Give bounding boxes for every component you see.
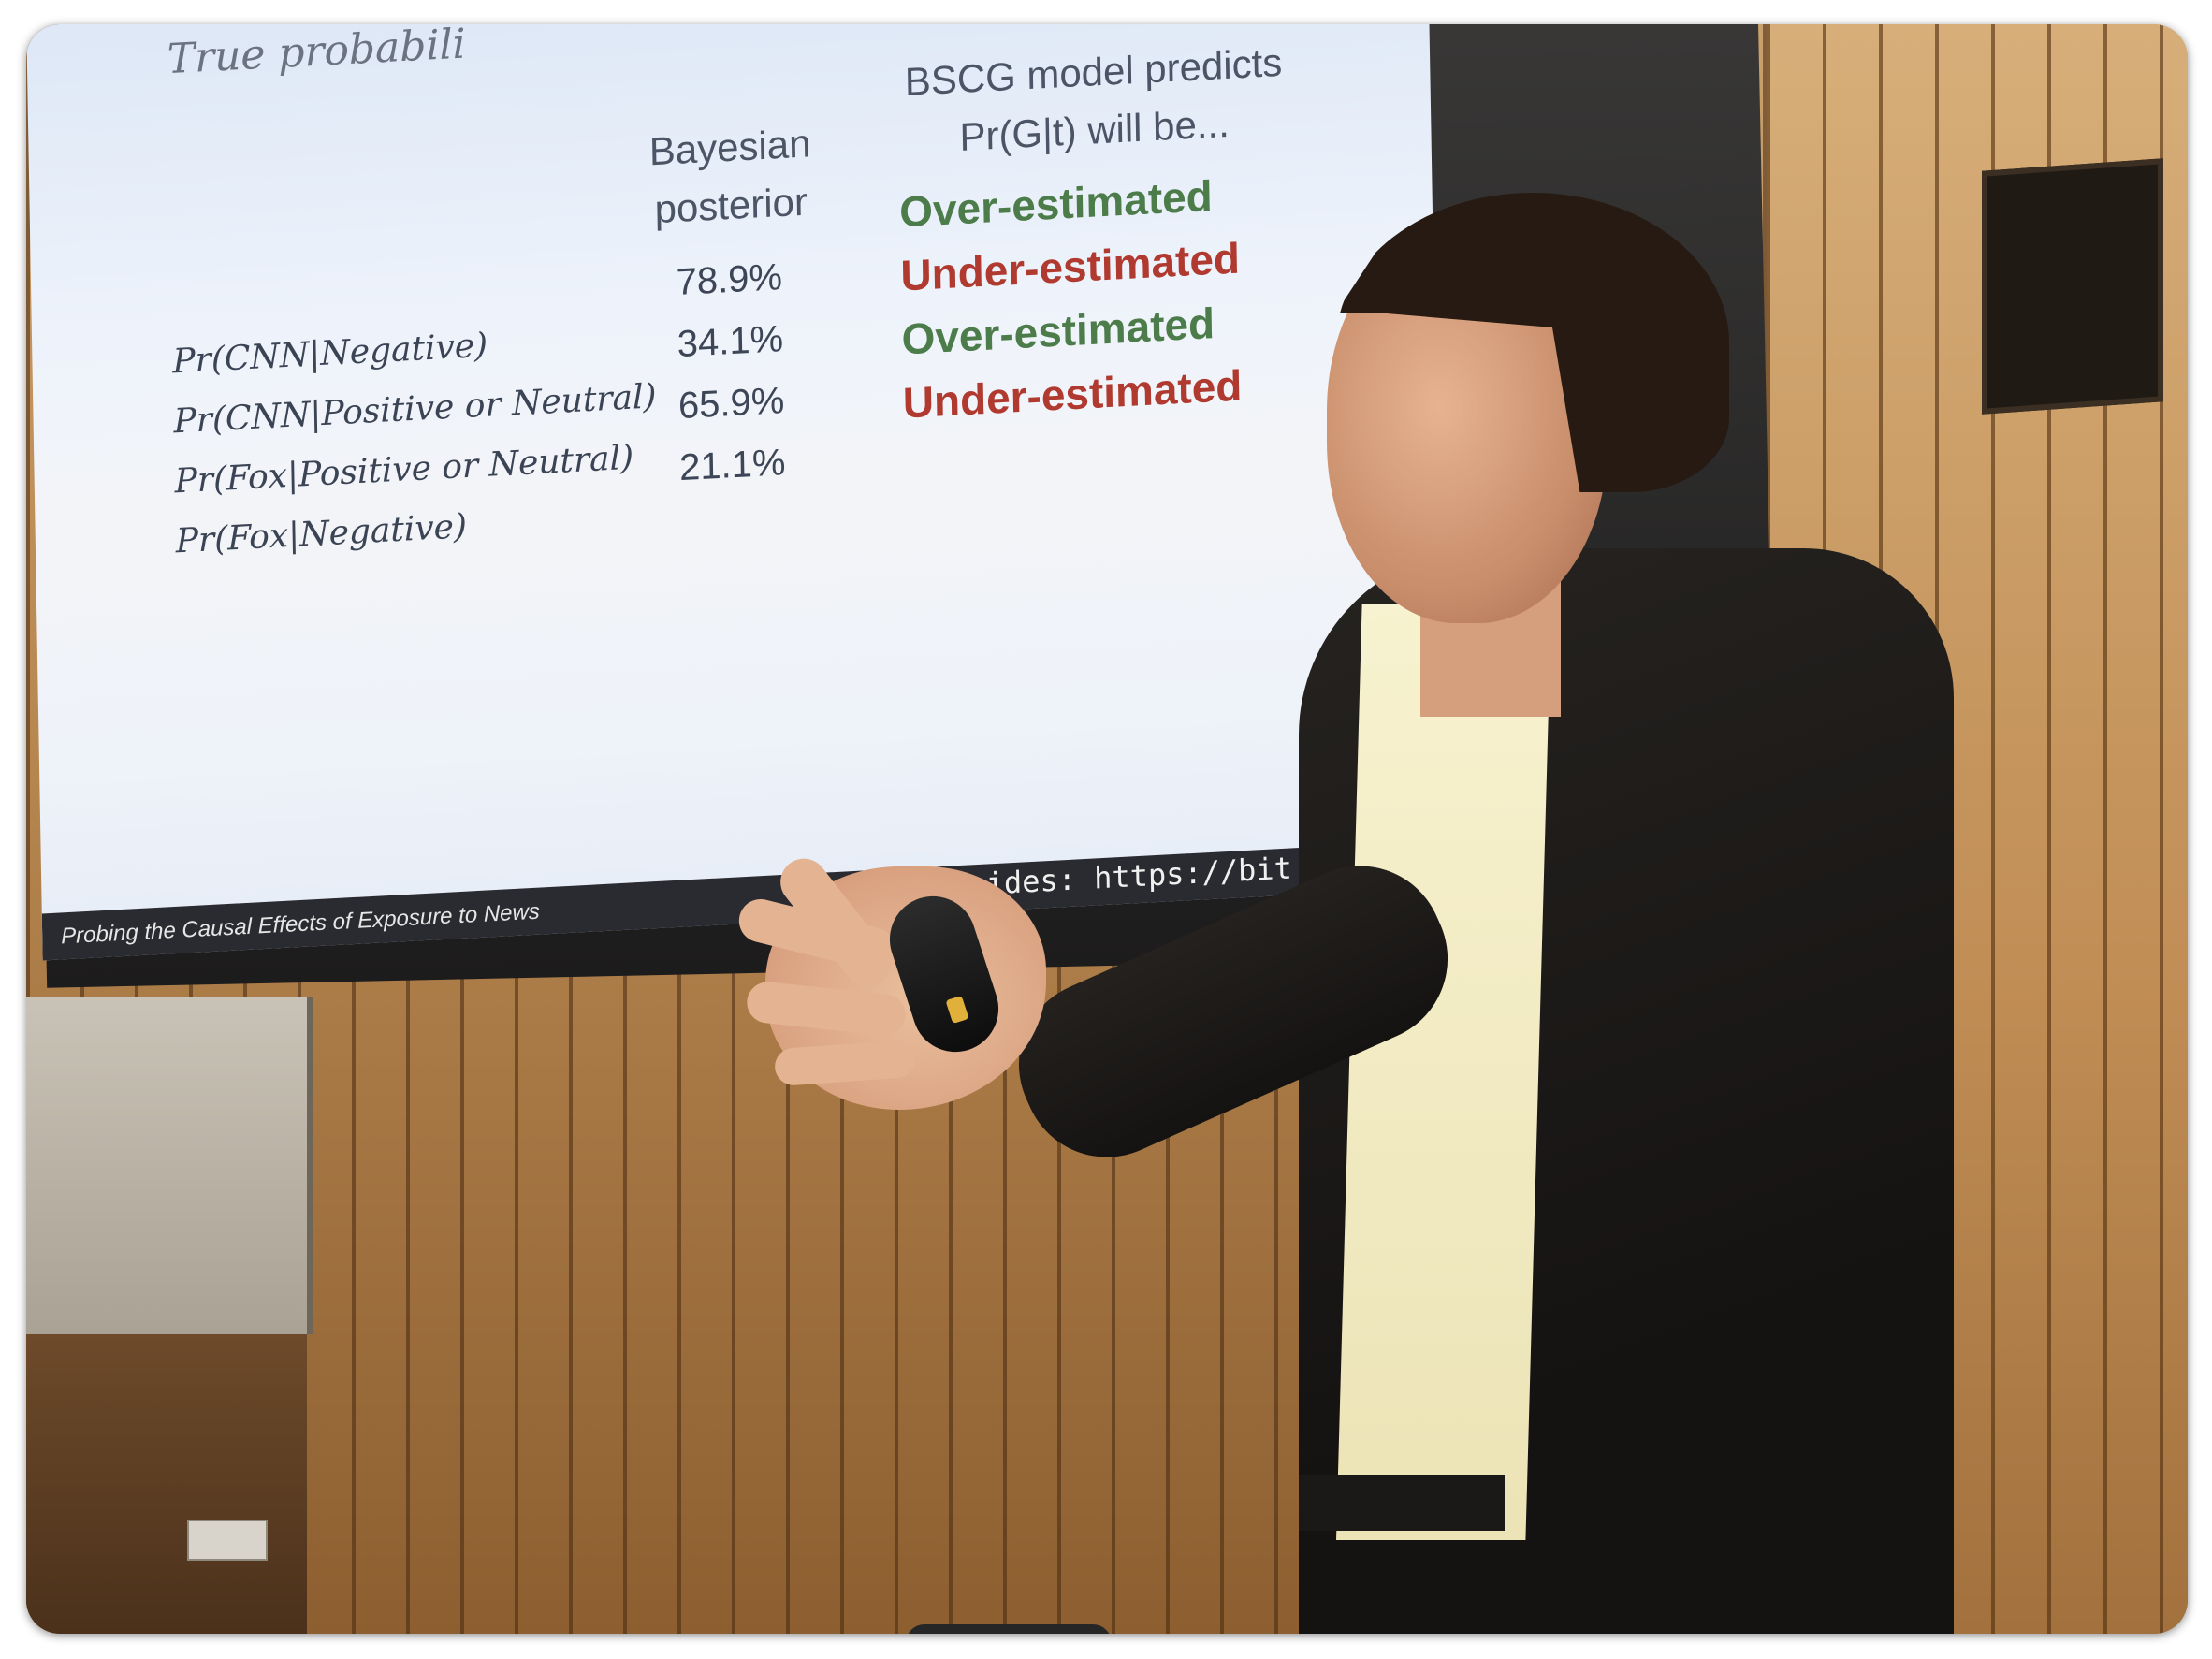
power-outlet: [187, 1520, 268, 1561]
projected-slide: True probabili Bayesian posterior BSCG m…: [26, 24, 1445, 961]
posterior-value-3: 65.9%: [677, 380, 785, 428]
column-header-prediction: BSCG model predicts Pr(G|t) will be...: [850, 31, 1337, 172]
row-label-3: Pr(Fox|Positive or Neutral): [174, 438, 634, 502]
prediction-3: Over-estimated: [901, 298, 1215, 364]
presenter-belt: [1299, 1475, 1505, 1531]
prediction-1: Over-estimated: [898, 170, 1214, 237]
row-label-1: Pr(CNN|Negative): [172, 326, 488, 382]
posterior-value-2: 34.1%: [677, 318, 784, 366]
prediction-2: Under-estimated: [899, 233, 1241, 300]
posterior-value-1: 78.9%: [676, 256, 783, 304]
presenter-shirt: [1336, 604, 1551, 1540]
prediction-4: Under-estimated: [902, 360, 1243, 428]
lower-wall-panel: [26, 1334, 307, 1634]
slide-title: True probabili: [167, 24, 466, 84]
column-header-posterior: Bayesian posterior: [589, 111, 872, 242]
row-label-2: Pr(CNN|Positive or Neutral): [173, 377, 657, 442]
wall-speaker-box: [1982, 158, 2163, 415]
chair-back: [906, 1624, 1112, 1634]
photo: True probabili Bayesian posterior BSCG m…: [26, 24, 2188, 1634]
row-label-4: Pr(Fox|Negative): [175, 507, 468, 561]
whiteboard: [26, 997, 313, 1334]
posterior-value-4: 21.1%: [678, 442, 786, 489]
